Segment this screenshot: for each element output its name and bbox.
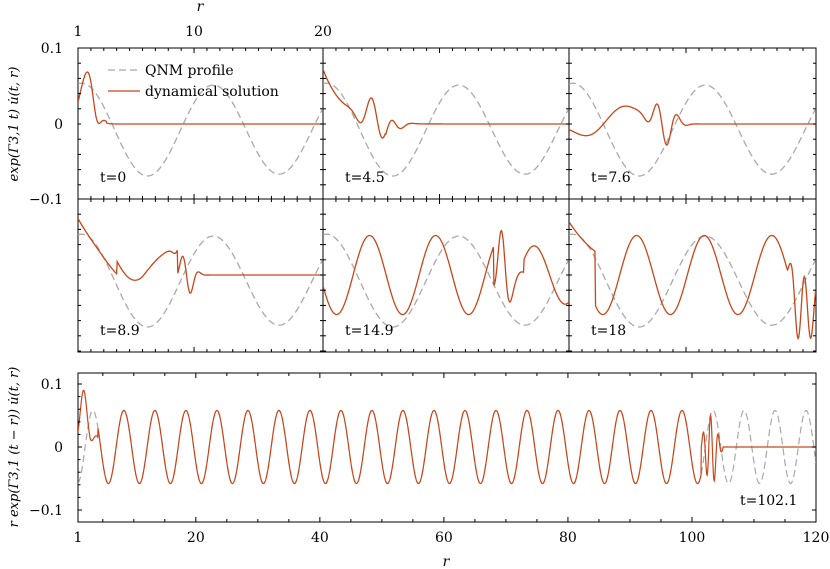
dynamical-curve <box>569 103 816 146</box>
panel-curves <box>569 221 816 341</box>
panel-time-label: t=7.6 <box>591 170 631 186</box>
y-tick-label: −0.1 <box>29 192 63 208</box>
curves <box>78 69 816 485</box>
panel-time-label: t=14.9 <box>345 323 394 339</box>
bottom-x-label: r <box>443 554 451 569</box>
bottom-x-tick-label: 60 <box>435 530 453 546</box>
panel-time-label: t=18 <box>591 323 626 339</box>
qnm-curve <box>78 233 323 328</box>
legend: QNM profile dynamical solution <box>108 63 279 100</box>
ticks <box>77 48 817 522</box>
qnm-curve <box>323 233 569 328</box>
upper-y-label: exp(Γ3,1 t) u̇(t, r) <box>7 67 22 182</box>
dynamical-curve <box>78 218 323 294</box>
top-axis-title: r <box>197 0 205 15</box>
legend-qnm-label: QNM profile <box>145 63 234 79</box>
panel-time-label: t=4.5 <box>345 170 385 186</box>
qnm-curve <box>78 82 323 177</box>
panel-curves <box>323 229 569 328</box>
top-tick-label: 1 <box>74 24 83 40</box>
bottom-x-tick-label: 40 <box>311 530 329 546</box>
y-tick-label: 0 <box>54 117 63 133</box>
dynamical-curve <box>78 389 816 485</box>
y-tick-label: −0.1 <box>29 503 63 519</box>
bottom-x-tick-label: 80 <box>559 530 577 546</box>
bottom-x-tick-label: 100 <box>679 530 706 546</box>
top-tick-label: 10 <box>185 24 203 40</box>
panel-curves <box>323 69 569 177</box>
bottom-x-tick-label: 1 <box>74 530 83 546</box>
panel-time-label: t=0 <box>100 170 126 186</box>
qnm-curve <box>569 82 816 177</box>
panel-curves <box>78 71 323 177</box>
bottom-x-tick-label: 120 <box>803 530 830 546</box>
dynamical-curve <box>323 69 569 139</box>
dynamical-curve <box>569 221 816 341</box>
y-tick-label: 0.1 <box>41 377 63 393</box>
top-tick-label: 20 <box>314 24 332 40</box>
qnm-curve <box>323 82 569 177</box>
panel-curves <box>78 218 323 328</box>
bottom-y-label: r exp(Γ3,1 (t − r)) u̇(t, r) <box>7 367 22 528</box>
panel-curves <box>569 82 816 177</box>
bottom-time-label: t=102.1 <box>740 493 797 509</box>
panel-time-label: t=8.9 <box>100 323 140 339</box>
legend-dyn-label: dynamical solution <box>145 84 279 100</box>
dynamical-curve <box>78 71 323 125</box>
y-tick-label: 0 <box>54 440 63 456</box>
y-tick-label: 0.1 <box>41 41 63 57</box>
qnm-curve <box>569 233 816 328</box>
dynamical-curve <box>323 229 569 316</box>
bottom-curves <box>78 389 816 485</box>
bottom-x-tick-label: 20 <box>187 530 205 546</box>
